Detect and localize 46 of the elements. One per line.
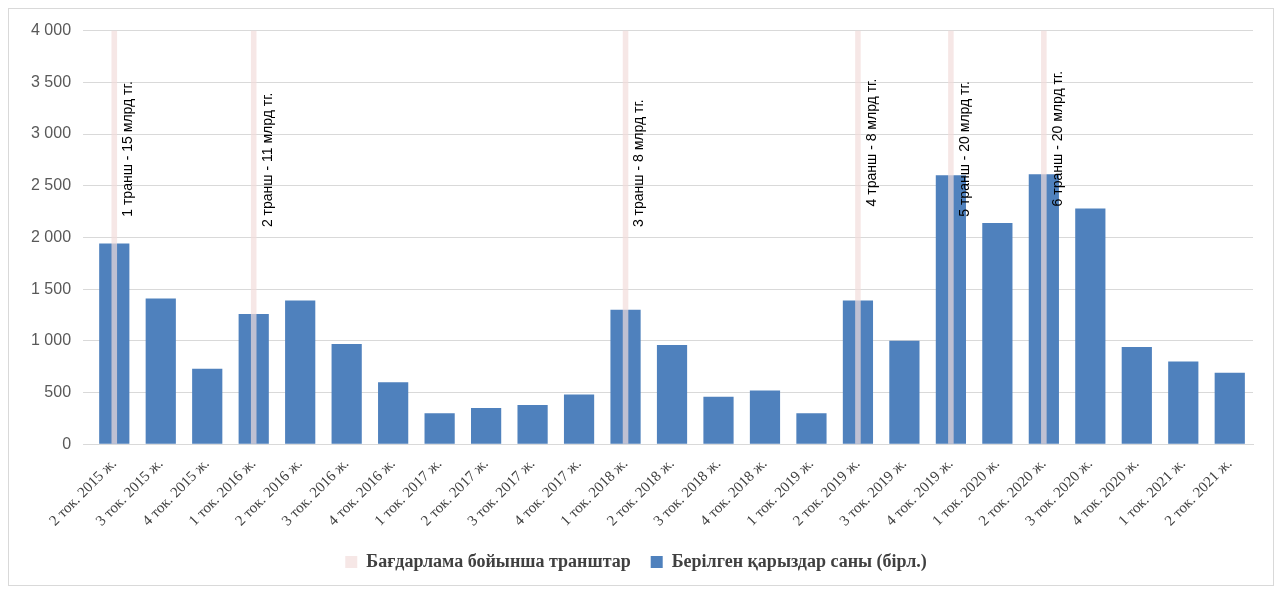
y-tick-label: 0 [62,434,72,452]
bar [1121,347,1152,444]
bar [622,30,629,444]
bar [610,309,641,444]
bar [471,408,502,444]
annotation: 4 транш - 8 млрд тг. [862,78,879,207]
bar [192,368,223,444]
y-tick-label: 2 000 [30,227,72,245]
annotation: 6 транш - 20 млрд тг. [1048,70,1065,207]
legend-label: Бағдарлама бойынша транштар [366,550,631,571]
bar [517,404,548,444]
bar [855,30,861,444]
bar [982,222,1013,444]
legend-label: Берілген қарыздар саны (бірл.) [671,550,927,572]
bar [111,30,118,444]
y-tick-label: 1 500 [30,279,72,297]
bar [703,396,734,444]
annotation: 5 транш - 20 млрд тг. [955,81,972,217]
bar [796,413,827,444]
y-tick-label: 2 500 [30,176,72,194]
y-tick-label: 4 000 [30,21,72,39]
y-tick-label: 1 000 [30,331,72,349]
bar [145,298,176,444]
y-tick-label: 3 500 [30,72,72,90]
bar [1214,372,1245,444]
bar [250,30,257,444]
annotation: 3 транш - 8 млрд тг. [630,99,647,228]
bar [889,340,920,444]
y-tick-label: 3 000 [30,124,72,142]
bar [378,382,409,444]
bar [656,344,688,444]
bar [749,390,781,444]
bar [1168,361,1199,444]
bar [424,413,455,444]
bar [948,30,954,444]
bar [285,300,316,444]
annotation: 1 транш - 15 млрд тг. [119,81,136,217]
bar [1075,208,1106,444]
bar [842,300,874,444]
annotation: 2 транш - 11 млрд тг. [258,92,275,228]
bar [1041,30,1047,444]
y-tick-label: 500 [44,382,72,400]
bar [99,243,130,444]
bar [331,343,362,444]
bar [563,394,595,444]
bar [238,313,269,444]
